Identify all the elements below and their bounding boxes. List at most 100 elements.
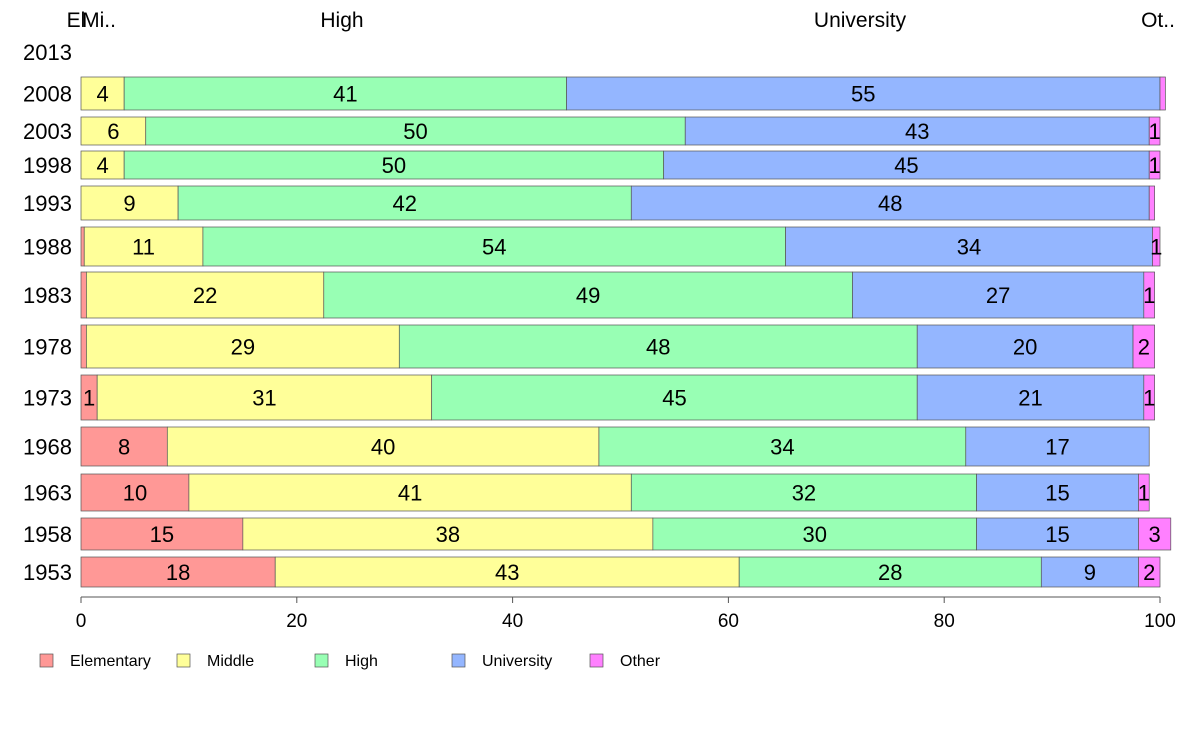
y-tick-label: 1978 [23, 335, 72, 360]
data-label: 4 [96, 153, 108, 178]
data-label: 2 [1138, 335, 1150, 360]
top-series-label: Ot.. [1141, 9, 1175, 32]
bar-segment [80, 226, 85, 267]
top-series-label: Mi.. [82, 9, 116, 32]
legend-label: Elementary [70, 653, 151, 670]
x-tick-label: 0 [76, 611, 87, 632]
bar-segment [80, 324, 87, 369]
legend-item: University [451, 653, 552, 670]
y-axis-labels: 2013 2008 2003 1998 1993 1988 1983 1978 1973 1968… [23, 40, 72, 585]
bar-segment [145, 116, 686, 146]
legend-swatch [39, 653, 54, 668]
legend-label: University [482, 653, 552, 670]
top-series-label: University [814, 9, 907, 32]
data-label: 4 [96, 82, 108, 107]
x-tick-label: 80 [934, 611, 955, 632]
legend-item: Middle [176, 653, 254, 670]
x-axis: 0 20 40 60 80 100 [76, 596, 1176, 632]
bar-segment [598, 426, 967, 467]
bar-segment [916, 324, 1134, 369]
bar-segment [652, 517, 977, 551]
y-tick-label: 2003 [23, 119, 72, 144]
data-label: 38 [436, 522, 460, 547]
data-label: 22 [193, 283, 217, 308]
bar-segment [1148, 150, 1161, 180]
bar-segment [202, 226, 786, 267]
bar-segment [188, 473, 632, 512]
bar-segment [663, 150, 1150, 180]
bar-segment [1040, 556, 1139, 588]
bar-segment [684, 116, 1150, 146]
bar-segment [1143, 271, 1155, 319]
y-tick-label: 1983 [23, 283, 72, 308]
y-tick-label: 1953 [23, 560, 72, 585]
data-label: 15 [1045, 481, 1069, 506]
legend-swatch [176, 653, 191, 668]
x-tick-label: 100 [1144, 611, 1176, 632]
bar-segment [1138, 517, 1172, 551]
bar-segment [1143, 374, 1155, 421]
bar-segment [83, 226, 204, 267]
data-label: 2 [1143, 560, 1155, 585]
data-label: 43 [495, 560, 519, 585]
legend-swatch [314, 653, 329, 668]
top-series-label: El [67, 9, 86, 32]
data-label: 50 [403, 119, 427, 144]
bar-segment [1159, 76, 1166, 111]
data-label: 29 [231, 335, 255, 360]
data-label: 1 [1143, 283, 1155, 308]
data-label: 11 [132, 235, 155, 260]
legend-label: Other [620, 653, 661, 670]
bars [80, 76, 1172, 588]
legend-label: Middle [207, 653, 254, 670]
bar-segment [80, 271, 87, 319]
bar-segment [398, 324, 918, 369]
y-tick-label: 1998 [23, 153, 72, 178]
x-tick-label: 20 [286, 611, 307, 632]
data-label: 55 [851, 82, 875, 107]
data-label: 1 [1138, 481, 1150, 506]
data-label: 21 [1018, 386, 1042, 411]
data-label: 1 [83, 386, 95, 411]
bar-segment [96, 374, 433, 421]
bar-segment [166, 426, 600, 467]
data-label: 9 [123, 191, 135, 216]
legend-item: High [314, 653, 378, 670]
bar-segment [1132, 324, 1155, 369]
legend-item: Other [589, 653, 661, 670]
y-tick-label: 1968 [23, 435, 72, 460]
data-label: 41 [333, 82, 357, 107]
y-tick-label: 2008 [23, 82, 72, 107]
data-label: 42 [392, 191, 416, 216]
data-label: 27 [986, 283, 1010, 308]
data-label: 40 [371, 435, 395, 460]
bar-segment [976, 473, 1139, 512]
data-label: 49 [576, 283, 600, 308]
data-label: 6 [107, 119, 119, 144]
legend-swatch [451, 653, 466, 668]
bar-segment [80, 150, 125, 180]
bar-segment [86, 271, 325, 319]
legend-label: High [345, 653, 378, 670]
bar-segment [738, 556, 1042, 588]
data-label: 48 [646, 335, 670, 360]
bar-segment [123, 150, 665, 180]
data-label: 28 [878, 560, 902, 585]
bar-segment [177, 185, 632, 221]
data-label: 50 [382, 153, 406, 178]
y-tick-label: 2013 [23, 40, 72, 65]
data-label: 15 [1045, 522, 1069, 547]
data-label: 31 [252, 386, 276, 411]
bar-segment [431, 374, 918, 421]
bar-segment [123, 76, 567, 111]
data-label: 8 [118, 435, 130, 460]
bar-segment [630, 473, 977, 512]
data-label: 9 [1084, 560, 1096, 585]
bar-segment [965, 426, 1150, 467]
bar-segment [80, 517, 244, 551]
data-label: 54 [482, 235, 506, 260]
bar-segment [852, 271, 1145, 319]
data-label: 18 [166, 560, 190, 585]
